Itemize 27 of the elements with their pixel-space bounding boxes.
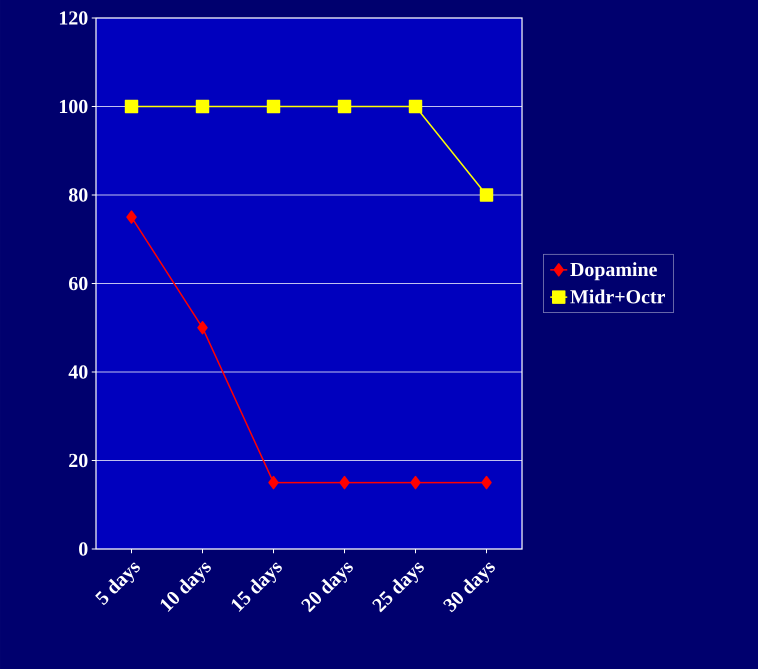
point bbox=[338, 100, 352, 114]
y-tick-label: 60 bbox=[69, 276, 88, 290]
point bbox=[266, 100, 280, 114]
x-tick-label: 20 days bbox=[301, 562, 353, 612]
y-tick-label: 80 bbox=[68, 188, 88, 202]
point bbox=[124, 100, 138, 114]
legend-label: Midr+Octr bbox=[570, 289, 666, 304]
x-tick-label: 25 days bbox=[372, 562, 424, 612]
point bbox=[196, 100, 210, 114]
y-tick-label: 120 bbox=[60, 11, 88, 25]
y-tick-label: 0 bbox=[79, 542, 88, 556]
point bbox=[268, 476, 279, 490]
point bbox=[339, 476, 350, 490]
legend-label: Dopamine bbox=[570, 262, 657, 280]
point bbox=[126, 210, 137, 224]
point bbox=[197, 321, 208, 334]
y-tick-label: 20 bbox=[69, 454, 88, 468]
x-tick-label: 30 days bbox=[443, 562, 495, 612]
point bbox=[480, 188, 494, 202]
x-tick-label: 5 days bbox=[95, 562, 140, 606]
y-tick-label: 100 bbox=[60, 100, 88, 114]
x-tick-label: 10 days bbox=[160, 562, 211, 612]
x-tick-label: 15 days bbox=[232, 562, 282, 612]
y-tick-label: 40 bbox=[68, 365, 88, 379]
point bbox=[408, 100, 422, 114]
point bbox=[410, 476, 421, 490]
point bbox=[481, 476, 492, 490]
